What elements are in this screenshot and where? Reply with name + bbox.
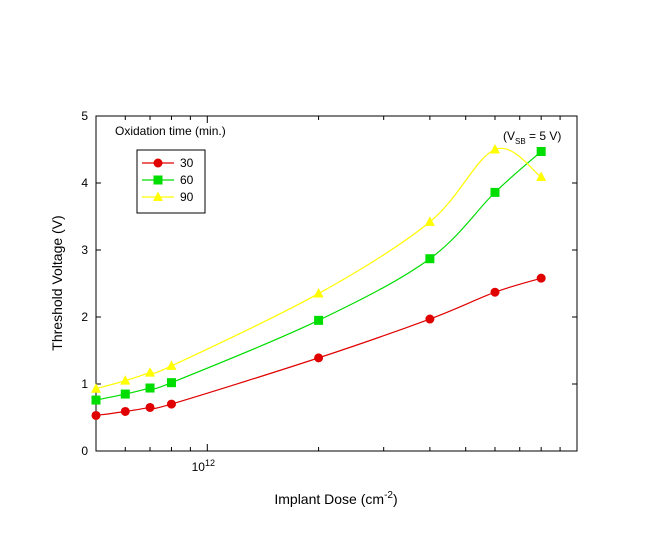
y-axis-title: Threshold Voltage (V)	[49, 215, 65, 350]
x-axis-ticks: 1012	[95, 116, 561, 474]
y-tick-label-2: 2	[81, 310, 88, 324]
point-60-6	[490, 187, 500, 197]
y-tick-label-5: 5	[81, 109, 88, 123]
series-line-30	[95, 277, 542, 417]
legend-label-60: 60	[180, 173, 194, 187]
point-30-5	[425, 314, 435, 324]
plot-frame	[95, 115, 578, 452]
legend-label-90: 90	[180, 190, 194, 204]
point-60-4	[314, 315, 324, 325]
x-tick-label-0: 1012	[192, 458, 215, 474]
series-30	[91, 273, 546, 420]
legend-items: 30 60 90	[142, 156, 194, 204]
point-60-1	[120, 389, 130, 399]
y-tick-label-4: 4	[81, 176, 88, 190]
point-30-1	[120, 406, 130, 416]
point-90-7	[536, 171, 547, 181]
point-60-7	[536, 147, 546, 157]
legend-title: Oxidation time (min.)	[115, 124, 226, 138]
y-tick-label-1: 1	[81, 377, 88, 391]
x-axis-title: Implant Dose (cm-2)	[274, 490, 397, 507]
point-30-7	[536, 273, 546, 283]
series-layer	[91, 144, 547, 420]
point-90-6	[489, 144, 500, 154]
point-90-1	[120, 375, 131, 385]
point-60-5	[425, 254, 435, 264]
point-60-2	[145, 383, 155, 393]
y-tick-label-0: 0	[81, 444, 88, 458]
point-90-0	[91, 383, 101, 393]
plot-border	[95, 115, 578, 452]
legend-label-30: 30	[180, 156, 194, 170]
legend-box	[136, 149, 206, 214]
point-30-2	[145, 402, 155, 412]
series-line-90	[95, 147, 542, 390]
point-90-4	[313, 288, 324, 298]
point-30-3	[166, 399, 176, 409]
series-60	[91, 147, 546, 405]
legend-marker-60	[153, 175, 163, 185]
point-90-3	[166, 360, 177, 370]
point-30-0	[91, 410, 101, 420]
point-60-0	[91, 395, 101, 405]
legend-marker-30	[153, 158, 163, 168]
point-30-4	[314, 353, 324, 363]
legend-marker-90	[153, 191, 163, 201]
point-30-6	[490, 287, 500, 297]
series-line-60	[95, 151, 542, 401]
point-60-3	[166, 378, 176, 388]
series-90	[91, 144, 547, 393]
point-90-2	[145, 367, 156, 377]
y-axis-ticks: 0 1 2 3 4 5	[81, 109, 577, 458]
vsb-annotation: (VSB = 5 V)	[503, 129, 561, 146]
point-90-5	[424, 216, 435, 226]
y-tick-label-3: 3	[81, 243, 88, 257]
